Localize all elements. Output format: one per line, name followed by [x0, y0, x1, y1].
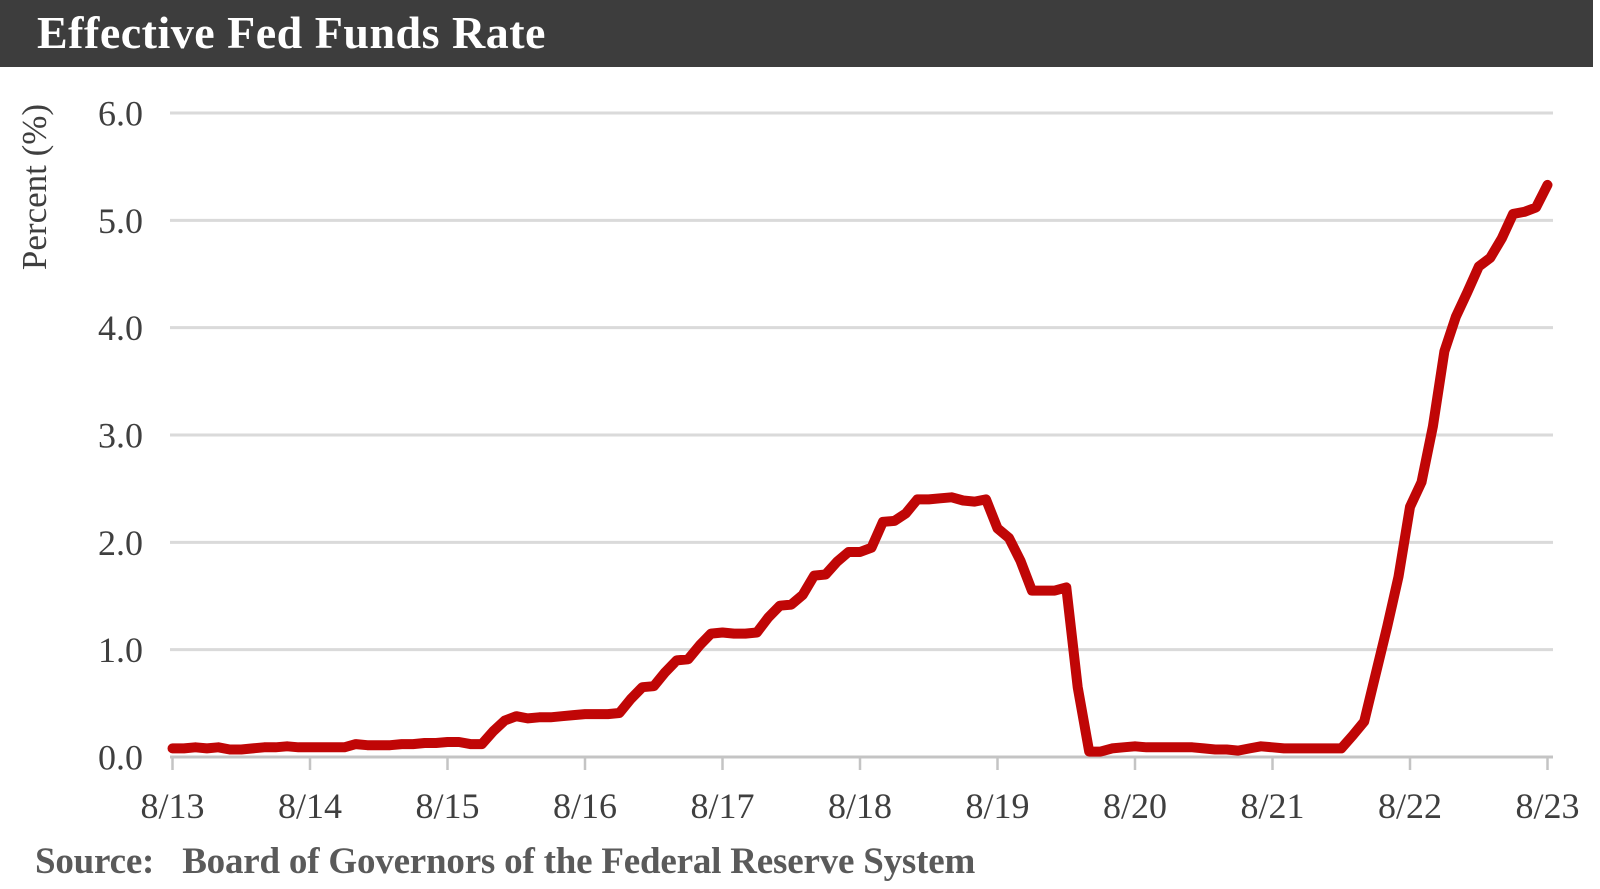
y-tick-labels: 0.0 1.0 2.0 3.0 4.0 5.0 6.0: [98, 94, 143, 778]
y-tick-label: 6.0: [98, 94, 143, 134]
data-series: [167, 179, 1553, 757]
y-tick-label: 2.0: [98, 523, 143, 563]
y-tick-label: 1.0: [98, 630, 143, 670]
title-bar: Effective Fed Funds Rate: [0, 0, 1593, 67]
x-tick-label: 8/22: [1378, 786, 1442, 826]
x-tick-label: 8/19: [965, 786, 1029, 826]
x-tick-label: 8/14: [278, 786, 342, 826]
source-line: Source: Board of Governors of the Federal…: [35, 840, 975, 883]
gridlines: [170, 111, 1553, 652]
source-label: Source:: [35, 841, 155, 882]
y-tick-label: 4.0: [98, 308, 143, 348]
x-tick-label: 8/20: [1103, 786, 1167, 826]
x-tick-label: 8/17: [690, 786, 754, 826]
x-tick-label: 8/23: [1515, 786, 1579, 826]
x-tick-label: 8/21: [1240, 786, 1304, 826]
x-tick-label: 8/15: [415, 786, 479, 826]
x-tick-label: 8/13: [140, 786, 204, 826]
chart-title: Effective Fed Funds Rate: [37, 7, 546, 58]
x-tick-label: 8/18: [828, 786, 892, 826]
y-tick-label: 3.0: [98, 416, 143, 456]
x-tick-labels: 8/13 8/14 8/15 8/16 8/17 8/18 8/19 8/20 8/21 8/22…: [140, 786, 1579, 826]
y-tick-label: 5.0: [98, 201, 143, 241]
x-axis: [170, 755, 1553, 770]
y-tick-label: 0.0: [98, 738, 143, 778]
source-text: Board of Governors of the Federal Reserv…: [182, 841, 976, 882]
x-tick-label: 8/16: [553, 786, 617, 826]
effr-data-line: [167, 179, 1553, 757]
y-axis-title: Percent (%): [15, 104, 54, 270]
